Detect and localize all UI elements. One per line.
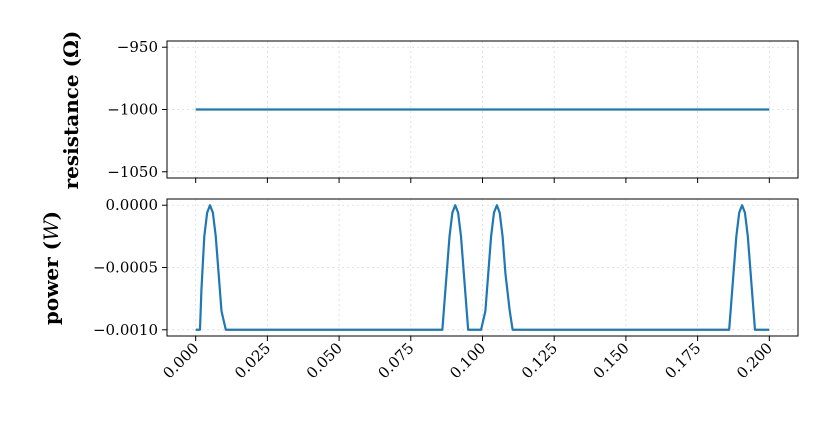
power-y-tick-label: −0.0010 — [93, 321, 158, 339]
power-grid — [167, 199, 798, 336]
x-tick-label: 0.000 — [159, 339, 202, 382]
x-tick-label: 0.075 — [375, 339, 418, 382]
power-y-tick-label: 0.0000 — [106, 196, 159, 214]
power-y-axis-label-suffix: ) — [39, 211, 63, 220]
power-series-line — [195, 204, 770, 331]
resistance-y-axis-label: resistance (Ω) — [59, 31, 83, 190]
x-tick-label: 0.125 — [518, 339, 561, 382]
x-tick-label: 0.025 — [231, 339, 274, 382]
resistance-y-tick-label: −1050 — [107, 163, 158, 181]
power-y-ticks: 0.0000 −0.0005 −0.0010 — [93, 196, 167, 339]
resistance-y-tick-label: −950 — [117, 38, 158, 56]
power-y-axis-label-unit: W — [39, 219, 63, 241]
resistance-y-tick-label: −1000 — [107, 101, 158, 119]
resistance-x-ticks — [195, 178, 770, 183]
power-series-group — [195, 204, 770, 331]
x-tick-label: 0.150 — [590, 339, 633, 382]
power-x-ticks: 0.000 0.025 0.050 0.075 0.100 0.125 0.150 0.175… — [159, 336, 776, 382]
resistance-y-ticks: −950 −1000 −1050 — [107, 38, 167, 181]
x-tick-label: 0.100 — [446, 339, 489, 382]
resistance-panel: −950 −1000 −1050 resistance (Ω) — [59, 31, 799, 190]
power-y-axis-label: power (W) — [39, 211, 63, 325]
x-tick-label: 0.200 — [733, 339, 776, 382]
x-tick-label: 0.050 — [303, 339, 346, 382]
power-y-tick-label: −0.0005 — [93, 259, 158, 277]
power-panel: 0.0000 −0.0005 −0.0010 0.000 0.025 0.050 0.07… — [39, 196, 799, 382]
power-y-axis-label-prefix: power ( — [39, 241, 63, 325]
x-tick-label: 0.175 — [661, 339, 704, 382]
